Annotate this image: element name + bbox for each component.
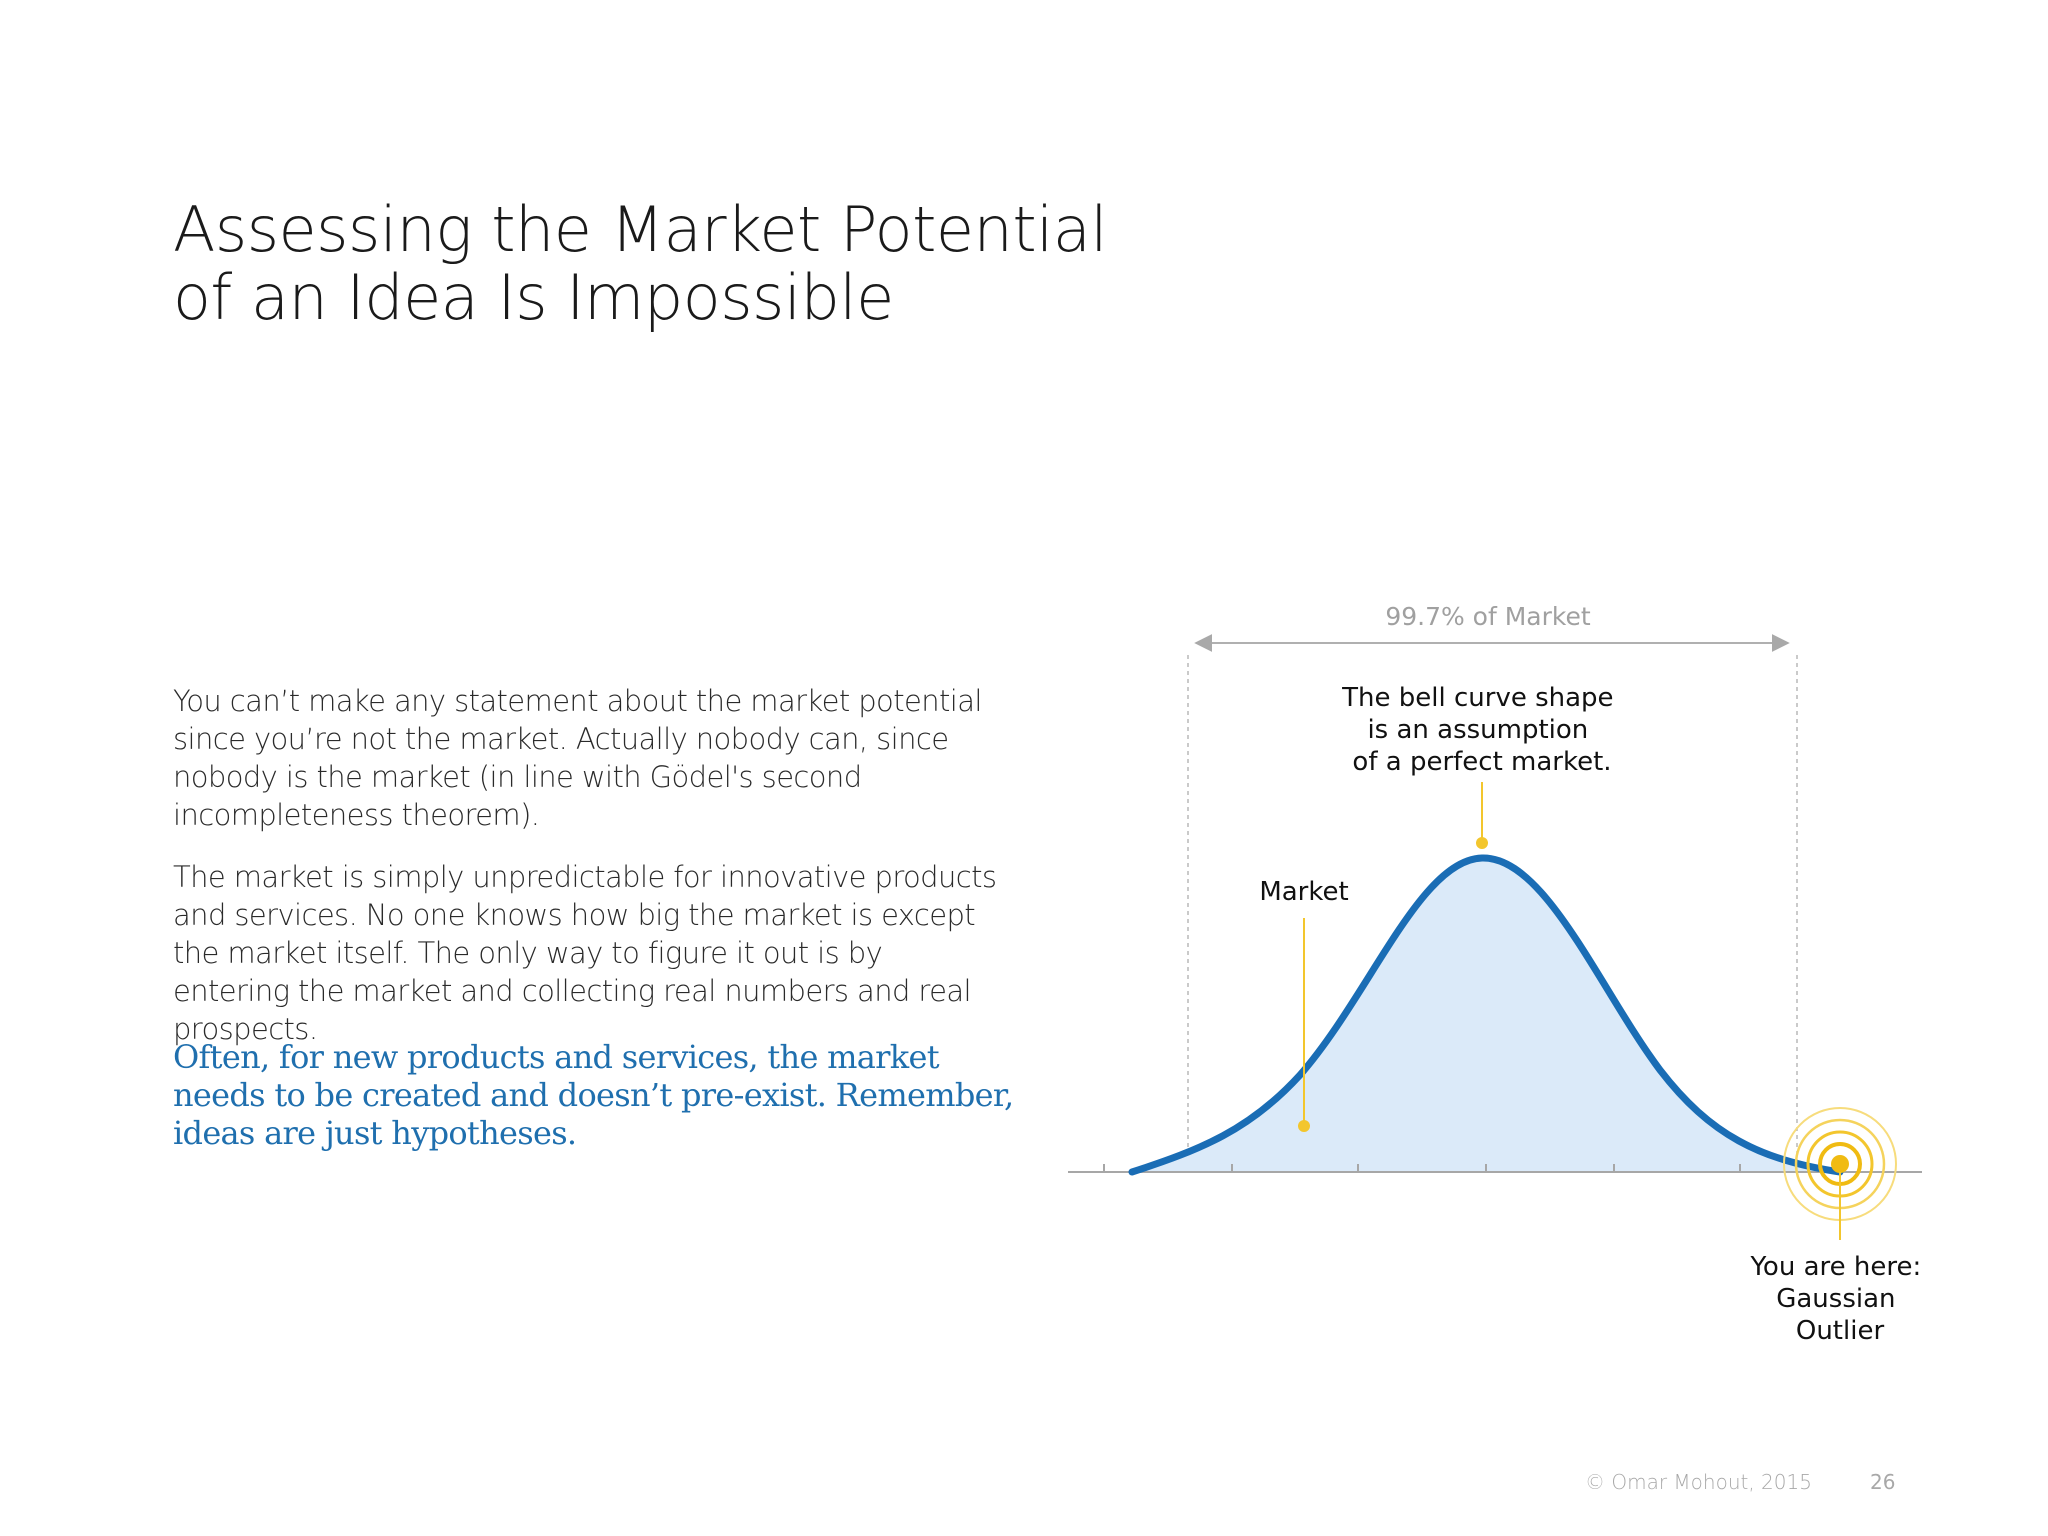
market-label: Market	[1259, 877, 1348, 907]
outlier-label-line-3: Outlier	[1796, 1316, 1885, 1346]
footer-copyright: © Omar Mohout, 2015	[1585, 1470, 1812, 1494]
page-number: 26	[1870, 1470, 1896, 1494]
paragraph-1: You can’t make any statement about the m…	[173, 684, 982, 832]
callout-line-3: ideas are just hypotheses.	[173, 1114, 577, 1152]
callout-quote: Often, for new products and services, th…	[173, 1038, 1033, 1152]
bell-curve-line	[1128, 854, 1844, 1176]
peak-label-line-3: of a perfect market.	[1352, 747, 1611, 777]
outlier-label: You are here: Gaussian Outlier	[1749, 1252, 1929, 1346]
bell-curve-fill	[1132, 857, 1840, 1172]
slide-title-line-1: Assessing the Market Potential	[173, 193, 1108, 266]
peak-label-line-1: The bell curve shape	[1341, 683, 1613, 713]
outlier-label-line-2: Gaussian	[1776, 1284, 1895, 1314]
callout-line-1: Often, for new products and services, th…	[173, 1038, 940, 1076]
body-text: You can’t make any statement about the m…	[173, 682, 1003, 1072]
slide-title-line-2: of an Idea Is Impossible	[173, 261, 894, 334]
peak-label-line-2: is an assumption	[1367, 715, 1588, 745]
peak-label: The bell curve shape is an assumption of…	[1341, 683, 1622, 777]
market-marker-dot	[1298, 1120, 1310, 1132]
slide-title: Assessing the Market Potential of an Ide…	[173, 196, 1173, 332]
range-label: 99.7% of Market	[1385, 602, 1591, 631]
peak-marker-dot	[1476, 837, 1488, 849]
paragraph-2: The market is simply unpredictable for i…	[173, 860, 997, 1046]
outlier-label-line-1: You are here:	[1749, 1252, 1921, 1282]
callout-line-2: needs to be created and doesn’t pre-exis…	[173, 1076, 1014, 1114]
